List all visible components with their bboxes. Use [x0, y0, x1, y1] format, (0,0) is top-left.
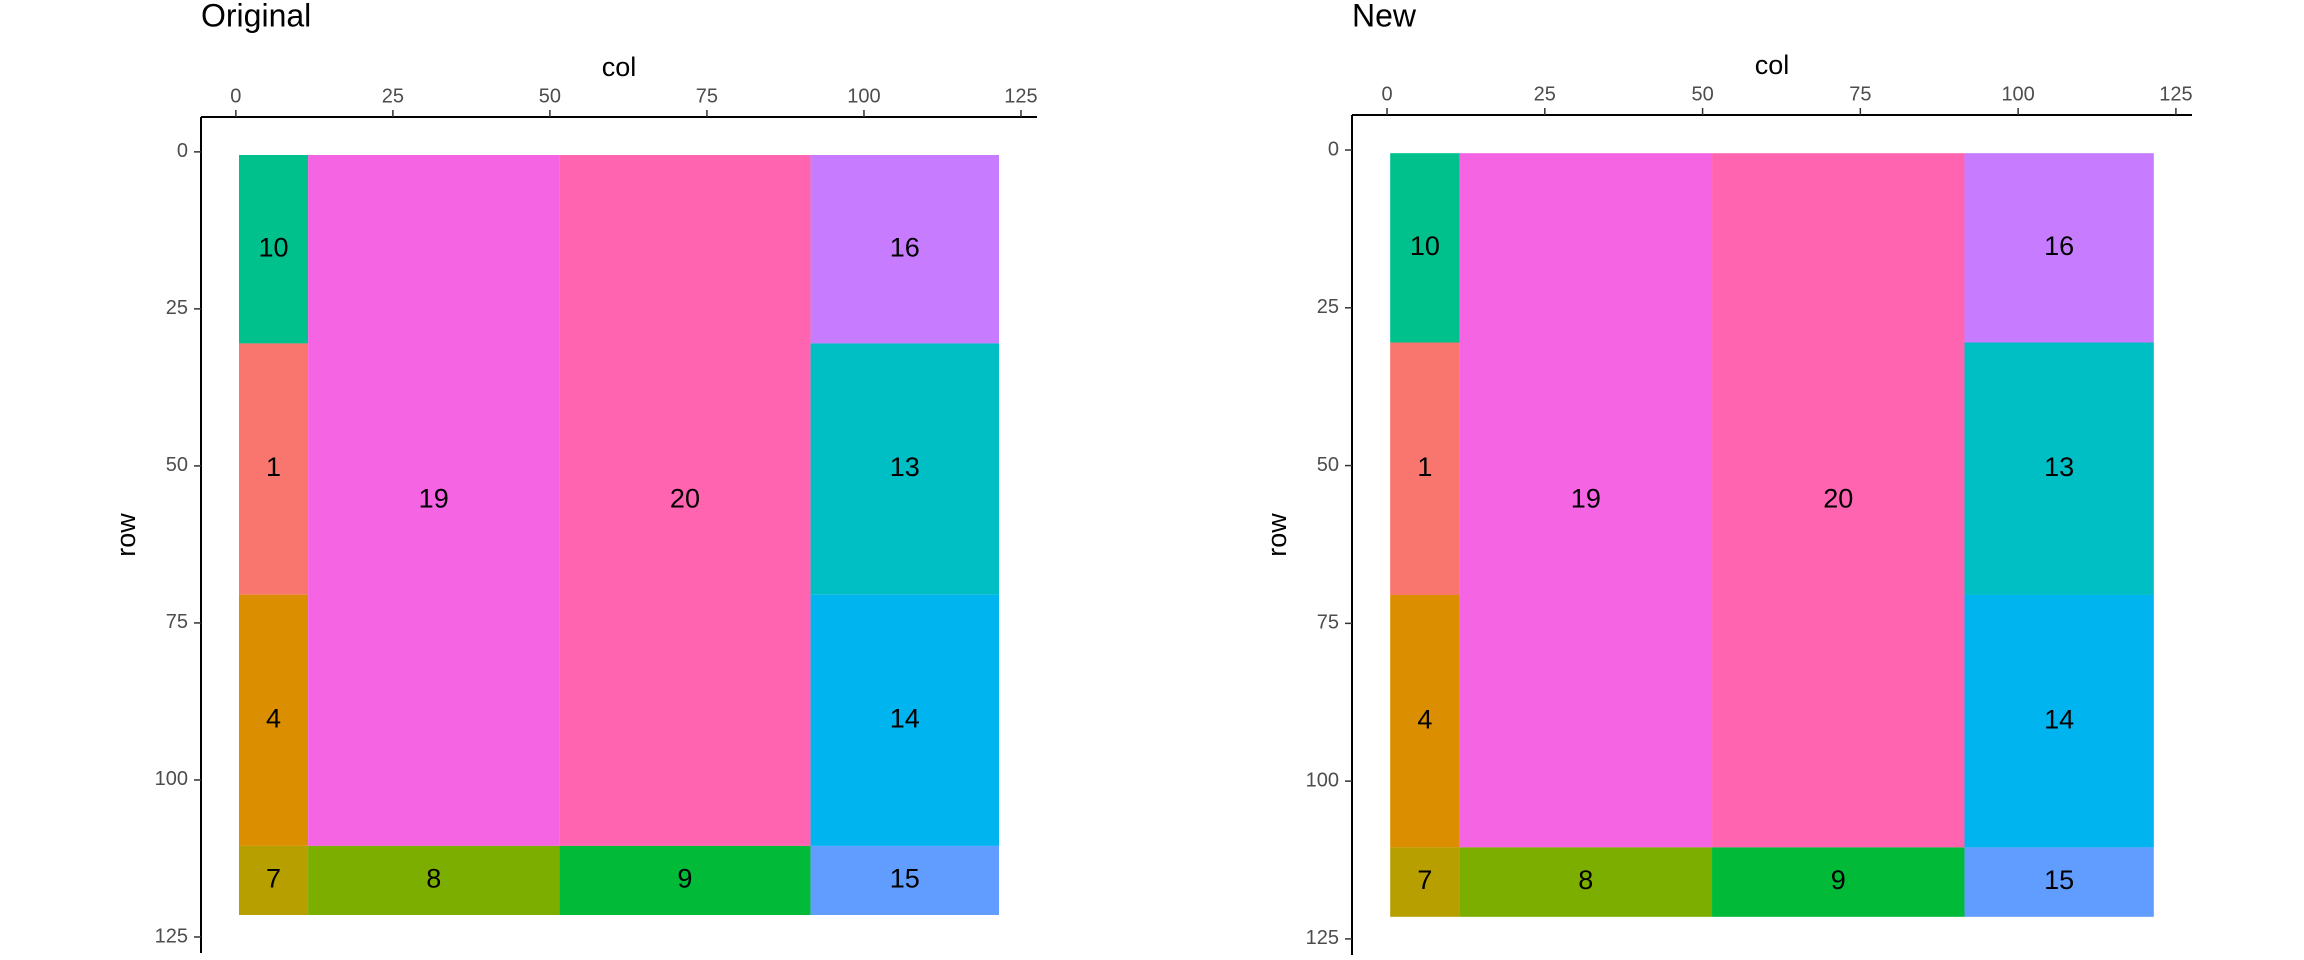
tile: [1712, 847, 1965, 917]
tile-label: 10: [1410, 231, 1440, 261]
panel-title: New: [1352, 0, 1417, 33]
x-tick-label: 0: [230, 85, 241, 107]
y-tick-label: 75: [166, 611, 188, 633]
tile-label: 1: [266, 452, 281, 482]
x-tick-label: 100: [847, 85, 880, 107]
y-tick-label: 50: [1317, 454, 1339, 476]
tile: [559, 155, 811, 846]
tile: [1964, 847, 2154, 917]
tile: [810, 343, 999, 595]
tile: [810, 155, 999, 344]
y-tick-label: 100: [1306, 769, 1339, 791]
tile: [1459, 153, 1713, 848]
tile-label: 20: [670, 484, 700, 514]
tile-label: 1: [1417, 452, 1432, 482]
y-tick-label: 75: [1317, 612, 1339, 634]
tile-label: 15: [2044, 865, 2074, 895]
tile: [239, 155, 309, 344]
x-tick-label: 25: [382, 85, 404, 107]
x-tick-label: 0: [1381, 83, 1392, 105]
tile-label: 8: [1578, 865, 1593, 895]
tile: [1964, 153, 2154, 343]
tile-label: 7: [1417, 865, 1432, 895]
y-tick-label: 125: [155, 925, 188, 947]
panel-title: Original: [201, 0, 311, 33]
tile: [239, 845, 309, 915]
tile: [810, 845, 999, 915]
tile: [1459, 847, 1713, 917]
y-tick-label: 25: [166, 297, 188, 319]
tile: [1390, 847, 1460, 917]
tile-label: 16: [2044, 231, 2074, 261]
tile-label: 4: [1417, 704, 1432, 734]
tile-label: 9: [677, 864, 692, 894]
tile: [1390, 153, 1460, 343]
x-tick-label: 50: [539, 85, 561, 107]
y-tick-label: 100: [155, 768, 188, 790]
tile-label: 19: [419, 484, 449, 514]
x-axis-title: col: [1755, 50, 1790, 80]
x-tick-label: 100: [2001, 83, 2034, 105]
x-tick-label: 50: [1691, 83, 1713, 105]
x-tick-label: 25: [1534, 83, 1556, 105]
tile-label: 19: [1571, 483, 1601, 513]
tile-label: 16: [890, 232, 920, 262]
tile: [1390, 594, 1460, 848]
tile-label: 9: [1831, 865, 1846, 895]
tile-label: 8: [426, 864, 441, 894]
tile: [810, 594, 999, 846]
tile: [559, 845, 811, 915]
tile: [239, 343, 309, 595]
tile: [1964, 342, 2154, 595]
tile: [308, 845, 560, 915]
tile-label: 14: [890, 703, 920, 733]
x-tick-label: 125: [2159, 83, 2192, 105]
tile-label: 10: [259, 232, 289, 262]
y-tick-label: 0: [1328, 138, 1339, 160]
tile: [1390, 342, 1460, 595]
tile-label: 7: [266, 864, 281, 894]
x-axis-title: col: [602, 52, 637, 82]
tile-label: 13: [2044, 452, 2074, 482]
y-tick-label: 25: [1317, 296, 1339, 318]
tile-label: 15: [890, 864, 920, 894]
y-tick-label: 125: [1306, 927, 1339, 949]
x-tick-label: 75: [696, 85, 718, 107]
tile: [308, 155, 560, 846]
tile-label: 14: [2044, 704, 2074, 734]
y-axis-title: row: [111, 513, 141, 557]
tile-label: 13: [890, 452, 920, 482]
x-tick-label: 125: [1004, 85, 1037, 107]
x-tick-label: 75: [1849, 83, 1871, 105]
tile: [1964, 594, 2154, 848]
y-axis-title: row: [1262, 513, 1292, 557]
tile-label: 20: [1823, 483, 1853, 513]
y-tick-label: 50: [166, 454, 188, 476]
tile-label: 4: [266, 703, 281, 733]
tile: [1712, 153, 1965, 848]
y-tick-label: 0: [177, 140, 188, 162]
tile: [239, 594, 309, 846]
